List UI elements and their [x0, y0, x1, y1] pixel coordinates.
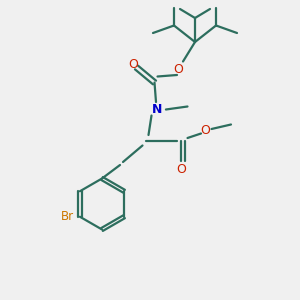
Text: N: N — [152, 103, 163, 116]
Text: O: O — [177, 163, 186, 176]
Text: O: O — [129, 58, 138, 71]
Text: O: O — [201, 124, 210, 137]
Text: Br: Br — [61, 210, 74, 223]
Text: O: O — [174, 62, 183, 76]
